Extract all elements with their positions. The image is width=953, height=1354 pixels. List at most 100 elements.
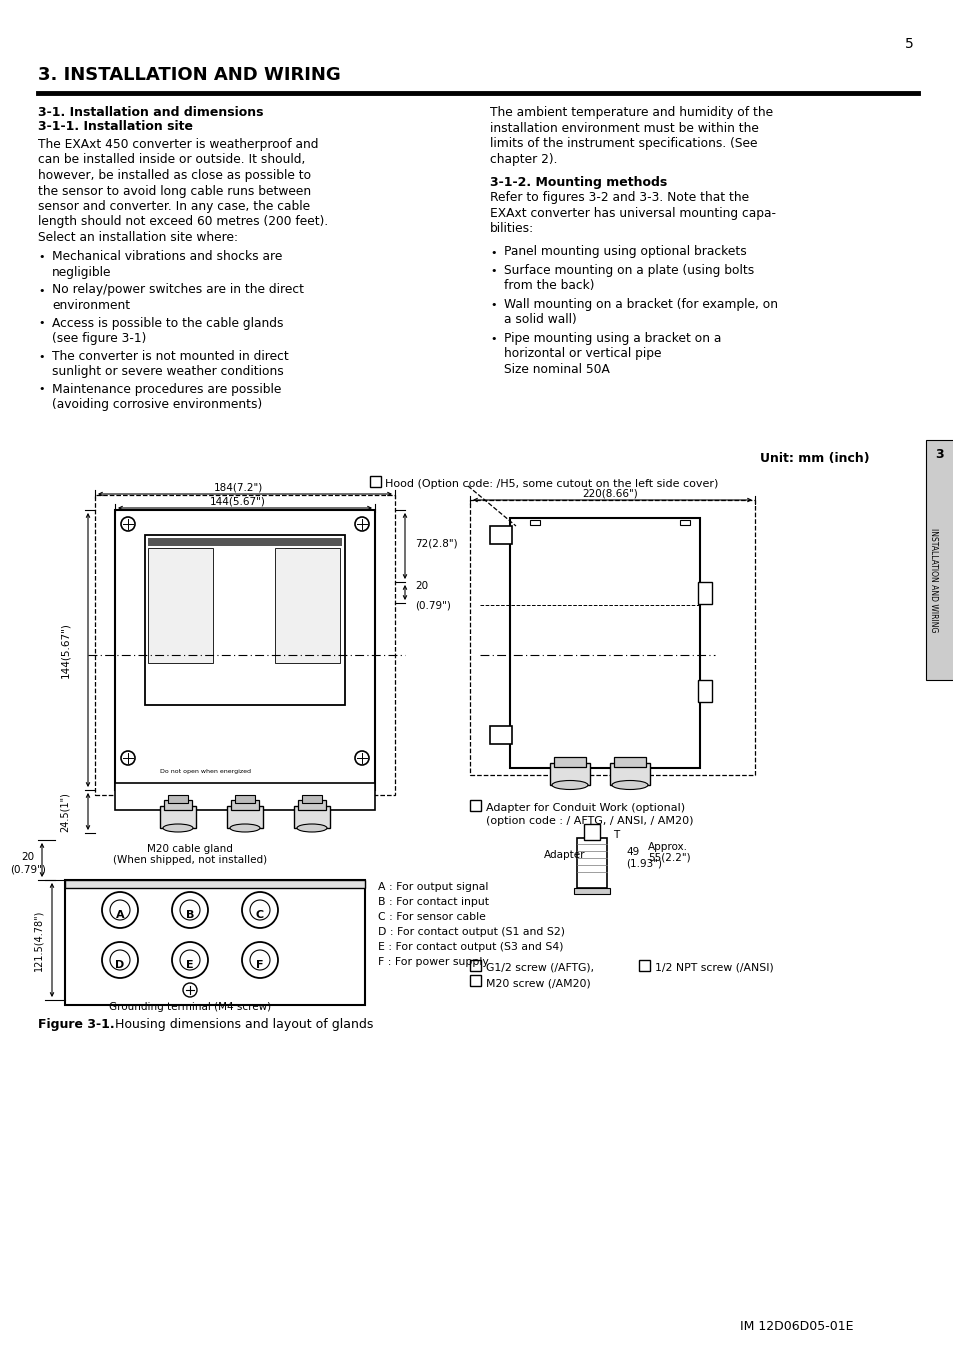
Text: Surface mounting on a plate (using bolts: Surface mounting on a plate (using bolts	[503, 264, 754, 278]
Text: chapter 2).: chapter 2).	[490, 153, 557, 165]
Ellipse shape	[612, 780, 647, 789]
Text: (avoiding corrosive environments): (avoiding corrosive environments)	[52, 398, 262, 412]
Text: 1/2 NPT screw (/ANSI): 1/2 NPT screw (/ANSI)	[655, 963, 773, 974]
Text: •: •	[490, 334, 496, 344]
Text: No relay/power switches are in the direct: No relay/power switches are in the direc…	[52, 283, 304, 297]
Text: 20: 20	[21, 852, 34, 862]
Circle shape	[110, 951, 130, 969]
Text: C : For sensor cable: C : For sensor cable	[377, 913, 485, 922]
Text: the sensor to avoid long cable runs between: the sensor to avoid long cable runs betw…	[38, 184, 311, 198]
Text: sunlight or severe weather conditions: sunlight or severe weather conditions	[52, 366, 283, 378]
Text: Size nominal 50A: Size nominal 50A	[503, 363, 609, 376]
Bar	[160, 806, 195, 829]
Bar	[370, 477, 380, 487]
Text: 3-1. Installation and dimensions: 3-1. Installation and dimensions	[38, 106, 263, 119]
Text: •: •	[38, 252, 45, 263]
Circle shape	[121, 751, 135, 765]
Text: Grounding terminal (M4 screw): Grounding terminal (M4 screw)	[109, 1002, 271, 1011]
Text: sensor and converter. In any case, the cable: sensor and converter. In any case, the c…	[38, 200, 310, 213]
Text: (0.79"): (0.79")	[10, 864, 46, 873]
Text: Access is possible to the cable glands: Access is possible to the cable glands	[52, 317, 283, 329]
Text: •: •	[490, 301, 496, 310]
Bar	[530, 520, 539, 525]
Circle shape	[242, 892, 277, 927]
Text: •: •	[490, 265, 496, 276]
Text: F: F	[256, 960, 263, 969]
Text: 3. INSTALLATION AND WIRING: 3. INSTALLATION AND WIRING	[38, 66, 340, 84]
Circle shape	[102, 892, 138, 927]
Text: G1/2 screw (/AFTG),: G1/2 screw (/AFTG),	[485, 963, 594, 974]
Text: 24.5(1"): 24.5(1")	[60, 792, 70, 831]
Text: Maintenance procedures are possible: Maintenance procedures are possible	[52, 382, 281, 395]
Text: •: •	[38, 352, 45, 362]
Text: A: A	[115, 910, 124, 919]
Text: 3: 3	[935, 448, 943, 460]
Text: 144(5.67"): 144(5.67")	[60, 621, 70, 678]
Text: (0.79"): (0.79")	[415, 600, 451, 611]
Text: environment: environment	[52, 299, 130, 311]
Bar	[274, 548, 339, 663]
Bar	[65, 880, 365, 1005]
Ellipse shape	[230, 825, 260, 831]
Bar	[470, 800, 480, 811]
Bar	[470, 975, 480, 986]
Text: •: •	[38, 385, 45, 394]
Text: 49: 49	[625, 848, 639, 857]
Bar	[470, 960, 480, 971]
Bar	[297, 800, 326, 810]
Text: IM 12D06D05-01E: IM 12D06D05-01E	[740, 1320, 853, 1332]
Text: a solid wall): a solid wall)	[503, 314, 577, 326]
Text: 20: 20	[415, 581, 428, 590]
Text: B: B	[186, 910, 194, 919]
Bar	[577, 838, 606, 888]
Text: D: D	[115, 960, 125, 969]
Text: 144(5.67"): 144(5.67")	[210, 497, 266, 506]
Text: 5: 5	[904, 37, 913, 51]
Bar	[609, 764, 649, 785]
Bar	[698, 582, 711, 604]
Bar	[227, 806, 263, 829]
Circle shape	[121, 517, 135, 531]
Bar	[234, 795, 254, 803]
Bar	[95, 496, 395, 795]
Text: M20 screw (/AM20): M20 screw (/AM20)	[485, 978, 590, 988]
Text: E: E	[186, 960, 193, 969]
Text: •: •	[38, 286, 45, 295]
Bar	[574, 888, 609, 894]
Text: 55(2.2"): 55(2.2")	[647, 853, 690, 862]
Circle shape	[355, 751, 369, 765]
Text: Panel mounting using optional brackets: Panel mounting using optional brackets	[503, 245, 746, 259]
Text: •: •	[490, 248, 496, 257]
Circle shape	[172, 942, 208, 978]
Text: A : For output signal: A : For output signal	[377, 881, 488, 892]
Text: Housing dimensions and layout of glands: Housing dimensions and layout of glands	[103, 1018, 373, 1030]
Bar	[925, 440, 953, 680]
Ellipse shape	[296, 825, 327, 831]
Text: (1.93"): (1.93")	[625, 858, 661, 868]
Circle shape	[110, 900, 130, 919]
Text: however, be installed as close as possible to: however, be installed as close as possib…	[38, 169, 311, 181]
Bar	[164, 800, 192, 810]
Text: The converter is not mounted in direct: The converter is not mounted in direct	[52, 349, 289, 363]
Text: M20 cable gland: M20 cable gland	[147, 844, 233, 854]
Text: 3-1-2. Mounting methods: 3-1-2. Mounting methods	[490, 176, 666, 190]
Circle shape	[355, 517, 369, 531]
Bar	[510, 519, 700, 768]
Text: INSTALLATION AND WIRING: INSTALLATION AND WIRING	[928, 528, 938, 632]
Circle shape	[242, 942, 277, 978]
Bar	[115, 783, 375, 810]
Circle shape	[250, 951, 270, 969]
Bar	[145, 535, 345, 705]
Text: (option code : / AFTG, / ANSI, / AM20): (option code : / AFTG, / ANSI, / AM20)	[485, 816, 693, 826]
Text: from the back): from the back)	[503, 279, 594, 292]
Circle shape	[180, 900, 200, 919]
Ellipse shape	[163, 825, 193, 831]
Text: bilities:: bilities:	[490, 222, 534, 236]
Text: negligible: negligible	[52, 265, 112, 279]
Text: Mechanical vibrations and shocks are: Mechanical vibrations and shocks are	[52, 250, 282, 264]
Bar	[698, 680, 711, 701]
Text: 72(2.8"): 72(2.8")	[415, 539, 457, 548]
Bar	[490, 726, 512, 743]
Text: 121.5(4.78"): 121.5(4.78")	[33, 910, 43, 971]
Text: Unit: mm (inch): Unit: mm (inch)	[760, 452, 869, 464]
